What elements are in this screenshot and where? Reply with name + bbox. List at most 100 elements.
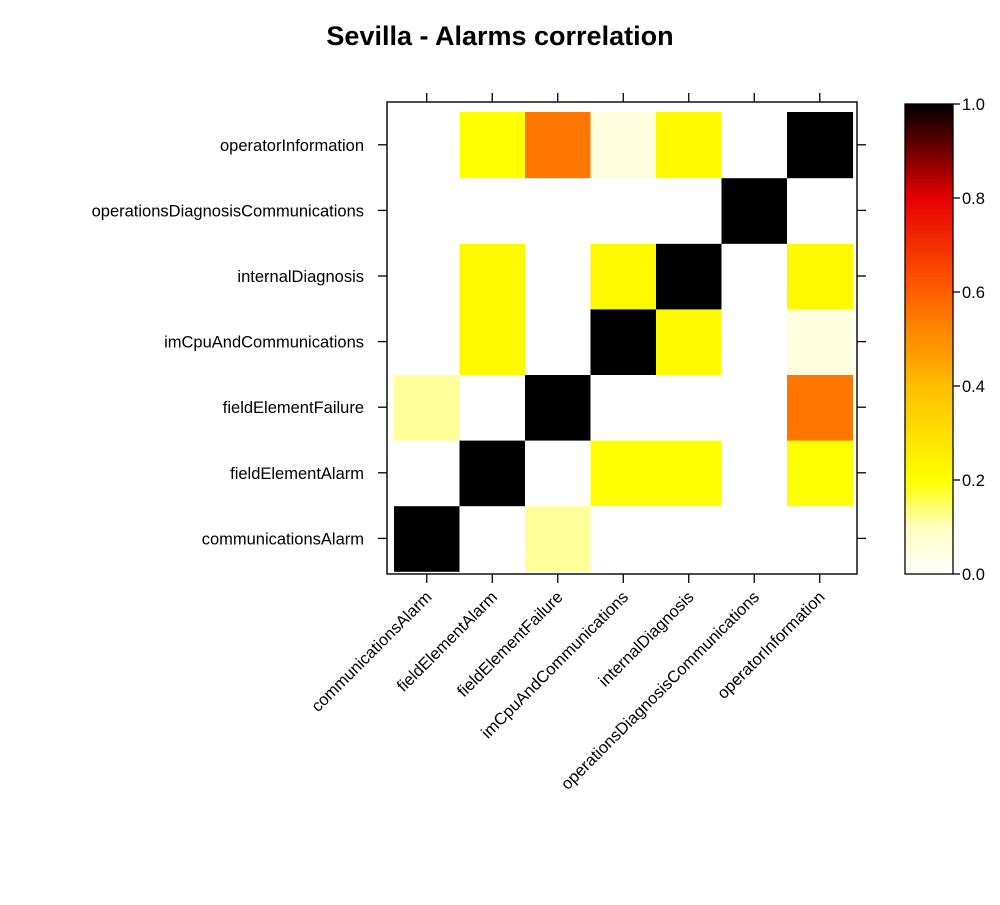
heatmap-cell: [459, 177, 526, 244]
heatmap-cell: [656, 308, 723, 375]
heatmap-cell: [394, 308, 461, 375]
colorbar-segment: [905, 421, 953, 426]
heatmap-cell: [721, 374, 788, 441]
heatmap-cell: [787, 308, 854, 375]
colorbar-tick-label: 0.8: [962, 190, 985, 208]
colorbar-segment: [905, 256, 953, 262]
heatmap-cell: [721, 440, 788, 507]
heatmap-cell: [721, 112, 788, 179]
colorbar-segment: [905, 127, 953, 132]
colorbar-segment: [905, 268, 953, 273]
heatmap-cell: [656, 374, 723, 441]
heatmap-cell: [787, 440, 854, 507]
colorbar-segment: [905, 154, 953, 160]
heatmap-cell: [459, 505, 526, 572]
colorbar: 0.0 0.2 0.4 0.6 0.8 1.0: [904, 96, 985, 584]
colorbar-segment: [905, 190, 953, 195]
heatmap-cell: [656, 112, 723, 179]
colorbar-segment: [905, 143, 953, 148]
colorbar-segment: [905, 354, 953, 360]
colorbar-segment: [905, 429, 953, 434]
colorbar-segment: [905, 194, 953, 199]
colorbar-segment: [905, 237, 953, 242]
colorbar-segment: [905, 495, 953, 501]
colorbar-tick-label: 0.4: [962, 378, 985, 396]
colorbar-segment: [905, 229, 953, 234]
heatmap-cell: [590, 243, 657, 310]
colorbar-segment: [905, 542, 953, 548]
heatmap-cell: [394, 243, 461, 310]
colorbar-segment: [905, 327, 953, 332]
colorbar-segment: [905, 570, 953, 575]
colorbar-segment: [905, 546, 953, 551]
colorbar-segment: [905, 280, 953, 285]
colorbar-segment: [905, 350, 953, 356]
heatmap-cell: [787, 374, 854, 441]
colorbar-segment: [905, 311, 953, 316]
heatmap-cell: [459, 440, 526, 507]
colorbar-segment: [905, 186, 953, 191]
heatmap-cell: [721, 308, 788, 375]
heatmap-cell: [590, 308, 657, 375]
colorbar-segment: [905, 425, 953, 430]
colorbar-segment: [905, 182, 953, 187]
colorbar-segment: [905, 299, 953, 305]
colorbar-segment: [905, 315, 953, 320]
heatmap-cell: [590, 440, 657, 507]
y-tick-label: communicationsAlarm: [202, 530, 364, 548]
colorbar-segment: [905, 276, 953, 281]
colorbar-segment: [905, 346, 953, 352]
colorbar-segment: [905, 436, 953, 442]
heatmap-cells: [394, 112, 854, 572]
colorbar-segment: [905, 331, 953, 336]
heatmap-cell: [787, 505, 854, 572]
heatmap-cell: [721, 505, 788, 572]
heatmap-cell: [656, 440, 723, 507]
heatmap-cell: [394, 440, 461, 507]
heatmap-cell: [525, 308, 592, 375]
colorbar-segment: [905, 448, 953, 454]
y-tick-label: internalDiagnosis: [237, 268, 364, 286]
colorbar-segment: [905, 393, 953, 399]
heatmap-cell: [459, 308, 526, 375]
heatmap-cell: [459, 112, 526, 179]
heatmap-cell: [394, 112, 461, 179]
colorbar-segment: [905, 476, 953, 481]
colorbar-segment: [905, 252, 953, 258]
colorbar-segment: [905, 335, 953, 340]
colorbar-segment: [905, 198, 953, 203]
heatmap-cell: [525, 505, 592, 572]
colorbar-segment: [905, 452, 953, 457]
heatmap-cell: [787, 177, 854, 244]
colorbar-frame: [904, 103, 954, 575]
colorbar-segment: [905, 147, 953, 152]
heatmap-cell: [590, 505, 657, 572]
colorbar-segment: [905, 260, 953, 266]
colorbar-tick-label: 0.0: [962, 566, 985, 584]
heatmap-cell: [787, 243, 854, 310]
y-tick-label: fieldElementFailure: [223, 399, 364, 417]
heatmap-cell: [459, 374, 526, 441]
heatmap-cell: [525, 440, 592, 507]
heatmap-cell: [787, 112, 854, 179]
colorbar-segment: [905, 115, 953, 121]
colorbar-segment: [905, 401, 953, 407]
colorbar-segment: [905, 170, 953, 175]
heatmap-cell: [394, 374, 461, 441]
colorbar-segment: [905, 397, 953, 403]
colorbar-segment: [905, 225, 953, 230]
colorbar-segment: [905, 464, 953, 469]
heatmap-cell: [394, 505, 461, 572]
colorbar-segment: [905, 503, 953, 508]
colorbar-segment: [905, 303, 953, 309]
colorbar-segment: [905, 307, 953, 313]
colorbar-segment: [905, 491, 953, 497]
heatmap-cell: [590, 112, 657, 179]
colorbar-segment: [905, 241, 953, 246]
colorbar-segment: [905, 295, 953, 301]
y-tick-label: imCpuAndCommunications: [164, 334, 364, 352]
colorbar-segment: [905, 123, 953, 128]
colorbar-segment: [905, 104, 953, 109]
colorbar-segment: [905, 370, 953, 375]
